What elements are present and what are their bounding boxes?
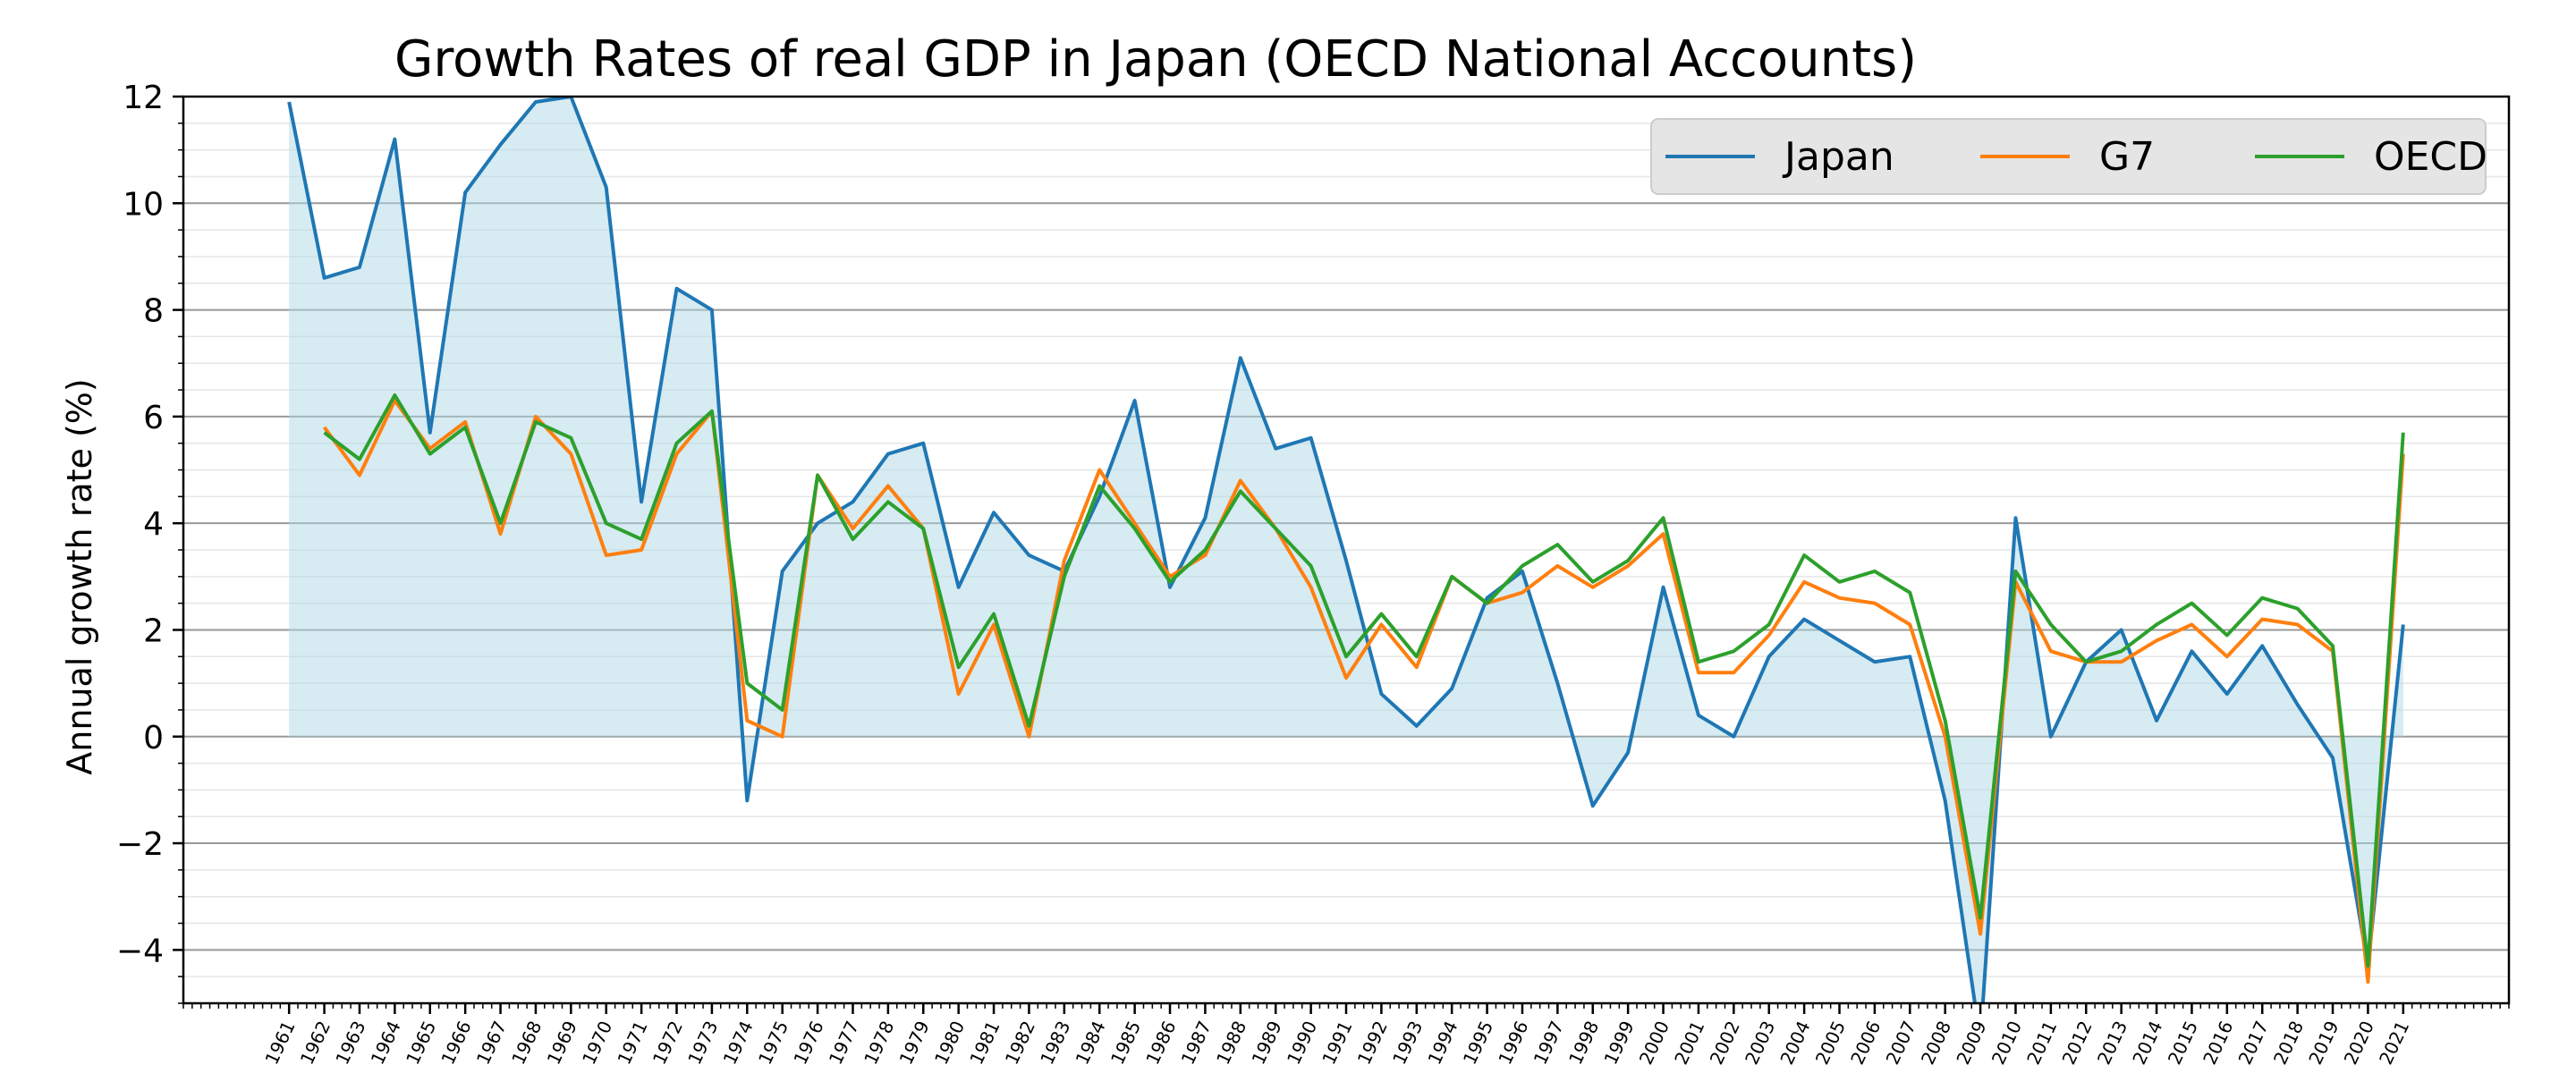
x-tick-label: 2011 — [2022, 1018, 2061, 1068]
x-tick-label: 1970 — [578, 1018, 616, 1068]
series-line-japan — [287, 97, 2405, 1003]
x-tick-label: 2007 — [1882, 1018, 1920, 1068]
x-tick-label: 2020 — [2340, 1018, 2378, 1068]
x-tick-label: 1972 — [648, 1018, 687, 1068]
y-tick-label: 10 — [123, 186, 164, 223]
x-tick-label: 1999 — [1599, 1018, 1638, 1068]
x-tick-label: 1992 — [1353, 1018, 1392, 1068]
x-tick-label: 1997 — [1530, 1018, 1568, 1068]
x-tick-label: 1967 — [472, 1018, 511, 1068]
x-tick-label: 2000 — [1635, 1018, 1674, 1068]
x-tick-label: 1991 — [1318, 1018, 1356, 1068]
legend-label-oecd: OECD — [2374, 134, 2487, 180]
x-tick-label: 2019 — [2304, 1018, 2343, 1068]
x-tick-label: 1998 — [1564, 1018, 1603, 1068]
y-tick-label: 0 — [143, 720, 164, 756]
legend-label-japan: Japan — [1782, 134, 1894, 180]
legend: Japan G7 OECD — [1650, 118, 2487, 195]
x-tick-label: 1985 — [1106, 1018, 1145, 1068]
x-tick-label: 1988 — [1212, 1018, 1250, 1068]
x-tick-label: 2002 — [1706, 1018, 1744, 1068]
y-tick-label: 12 — [123, 80, 164, 116]
x-tick-label: 1979 — [895, 1018, 934, 1068]
x-tick-label: 1966 — [436, 1018, 475, 1068]
legend-label-g7: G7 — [2099, 134, 2155, 180]
x-tick-label: 2014 — [2128, 1018, 2166, 1068]
x-tick-label: 1996 — [1494, 1018, 1532, 1068]
x-tick-label: 2004 — [1775, 1018, 1814, 1068]
x-tick-label: 1994 — [1423, 1018, 1462, 1068]
x-tick-label: 2008 — [1917, 1018, 1955, 1068]
chart-title: Growth Rates of real GDP in Japan (OECD … — [394, 30, 1917, 89]
x-tick-label: 1962 — [296, 1018, 335, 1068]
x-tick-label: 2010 — [1987, 1018, 2026, 1068]
y-tick-label: 6 — [143, 400, 164, 436]
y-tick-label: −2 — [116, 826, 164, 863]
x-tick-label: 2005 — [1811, 1018, 1850, 1068]
y-axis-label: Annual growth rate (%) — [60, 378, 99, 775]
x-tick-label: 2021 — [2375, 1018, 2413, 1068]
x-tick-label: 1983 — [1036, 1018, 1074, 1068]
x-tick-label: 2012 — [2058, 1018, 2097, 1068]
x-tick-label: 1964 — [367, 1018, 405, 1068]
series-line-oecd — [323, 393, 2405, 968]
y-tick-label: 8 — [143, 293, 164, 330]
x-tick-label: 1993 — [1388, 1018, 1427, 1068]
x-tick-label: 1971 — [613, 1018, 651, 1068]
x-tick-label: 2006 — [1846, 1018, 1885, 1068]
y-tick-label: 4 — [143, 506, 164, 543]
x-tick-label: 1981 — [965, 1018, 1004, 1068]
x-tick-label: 2018 — [2269, 1018, 2308, 1068]
x-tick-label: 1984 — [1072, 1018, 1110, 1068]
x-tick-label: 2001 — [1670, 1018, 1708, 1068]
x-tick-label: 1961 — [260, 1018, 299, 1068]
series-fill-japan — [289, 97, 2403, 1003]
x-tick-label: 1987 — [1177, 1018, 1216, 1068]
x-tick-label: 1975 — [754, 1018, 792, 1068]
x-tick-label: 1968 — [507, 1018, 546, 1068]
x-tick-label: 1980 — [930, 1018, 969, 1068]
x-tick-label: 1978 — [860, 1018, 898, 1068]
x-tick-label: 1989 — [1247, 1018, 1285, 1068]
x-tick-label: 2003 — [1741, 1018, 1779, 1068]
x-tick-label: 1969 — [543, 1018, 581, 1068]
series-line-g7 — [322, 398, 2405, 984]
x-tick-label: 1986 — [1141, 1018, 1180, 1068]
x-tick-label: 1974 — [719, 1018, 758, 1068]
x-tick-label: 1976 — [789, 1018, 827, 1068]
y-tick-label: −4 — [116, 933, 164, 969]
x-tick-label: 1982 — [1001, 1018, 1039, 1068]
x-tick-label: 2015 — [2164, 1018, 2202, 1068]
plot-area: −4−2024681012196119621963196419651966196… — [116, 80, 2511, 1068]
x-tick-label: 1977 — [825, 1018, 863, 1068]
x-tick-label: 2009 — [1952, 1018, 1990, 1068]
y-tick-label: 2 — [143, 613, 164, 649]
x-tick-label: 2016 — [2199, 1018, 2237, 1068]
x-tick-label: 1990 — [1283, 1018, 1321, 1068]
x-tick-label: 1965 — [402, 1018, 440, 1068]
x-tick-label: 2013 — [2093, 1018, 2131, 1068]
x-tick-label: 2017 — [2234, 1018, 2273, 1068]
x-tick-label: 1973 — [683, 1018, 722, 1068]
x-tick-label: 1963 — [331, 1018, 369, 1068]
x-tick-label: 1995 — [1459, 1018, 1497, 1068]
